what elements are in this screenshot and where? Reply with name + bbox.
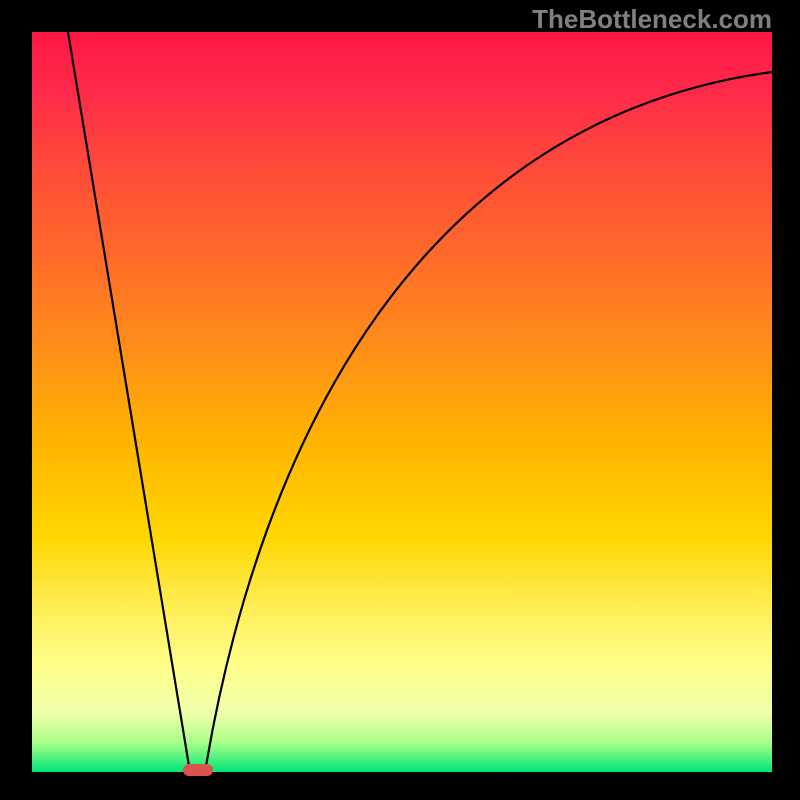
optimal-point-marker — [183, 764, 213, 776]
bottleneck-curve — [66, 20, 772, 772]
curve-layer — [0, 0, 800, 800]
chart-container: TheBottleneck.com — [0, 0, 800, 800]
watermark-text: TheBottleneck.com — [532, 4, 772, 35]
